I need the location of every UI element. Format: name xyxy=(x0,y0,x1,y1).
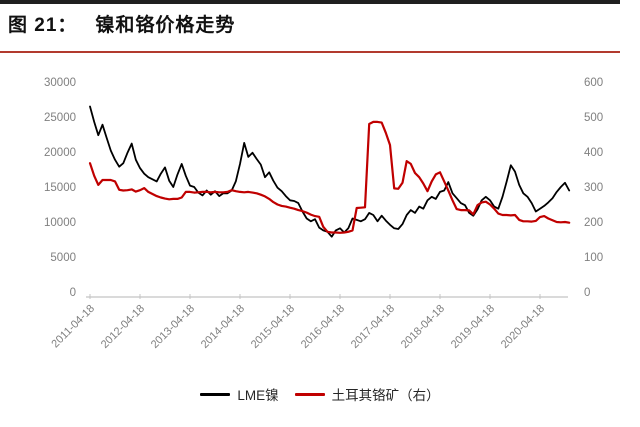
legend-item-chrome: 土耳其铬矿（右） xyxy=(294,384,440,404)
right-axis-label: 600 xyxy=(584,77,603,89)
x-axis-label: 2019-04-18 xyxy=(449,303,497,351)
left-axis-label: 15000 xyxy=(44,182,76,194)
figure-title-text: 镍和铬价格走势 xyxy=(95,15,236,36)
left-axis-label: 0 xyxy=(70,287,76,299)
x-axis-label: 2016-04-18 xyxy=(299,303,347,351)
right-axis-label: 200 xyxy=(584,217,603,229)
chrome-line-swatch xyxy=(294,392,325,396)
left-axis-label: 30000 xyxy=(44,77,76,89)
left-axis-label: 5000 xyxy=(50,252,76,264)
right-axis-label: 0 xyxy=(584,287,590,299)
left-axis-label: 25000 xyxy=(44,112,76,124)
nickel-price-line xyxy=(89,105,571,238)
figure-number: 图 21： xyxy=(8,15,78,36)
right-axis-label: 300 xyxy=(584,182,603,194)
legend-item-nickel: LME镍 xyxy=(200,384,279,404)
x-axis-label: 2018-04-18 xyxy=(399,303,447,351)
x-axis-label: 2020-04-18 xyxy=(499,303,547,351)
right-axis-label: 500 xyxy=(584,112,603,124)
legend-label-chrome: 土耳其铬矿（右） xyxy=(331,388,440,403)
left-axis-label: 10000 xyxy=(44,217,76,229)
right-axis-label: 100 xyxy=(584,252,603,264)
x-axis-label: 2017-04-18 xyxy=(349,303,397,351)
title-rule xyxy=(0,51,620,53)
x-axis-label: 2012-04-18 xyxy=(99,303,147,351)
figure-title: 图 21： 镍和铬价格走势 xyxy=(8,10,620,37)
nickel-line-swatch xyxy=(200,392,231,396)
x-axis-label: 2013-04-18 xyxy=(149,303,197,351)
top-bar xyxy=(0,0,620,4)
x-axis-label: 2015-04-18 xyxy=(249,303,297,351)
chart-legend: LME镍 土耳其铬矿（右） xyxy=(0,384,640,404)
right-axis-label: 400 xyxy=(584,147,603,159)
x-axis-label: 2014-04-18 xyxy=(199,303,247,351)
left-axis-label: 20000 xyxy=(44,147,76,159)
legend-label-nickel: LME镍 xyxy=(237,388,279,403)
chrome-price-line xyxy=(88,120,571,234)
x-axis-label: 2011-04-18 xyxy=(49,303,97,351)
